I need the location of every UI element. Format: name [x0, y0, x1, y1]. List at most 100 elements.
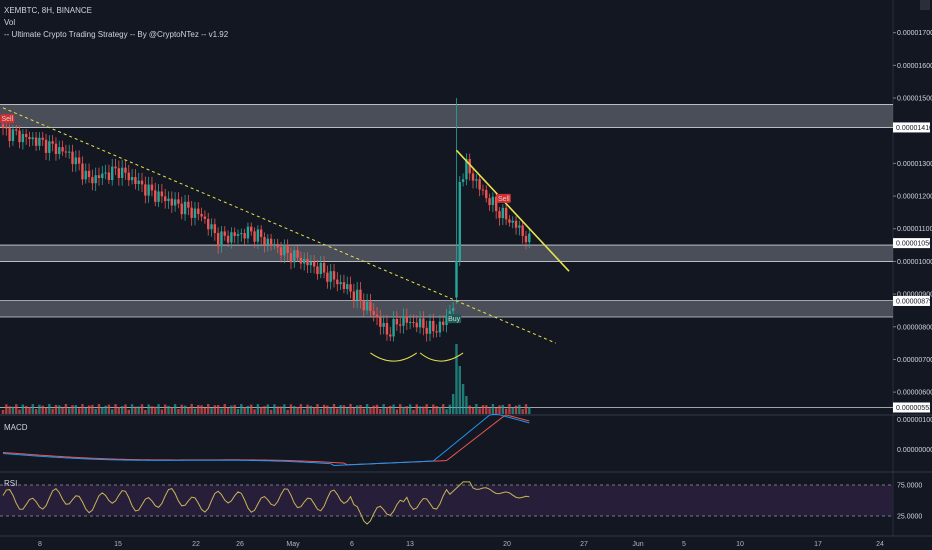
candle-body	[87, 170, 91, 178]
volume-bar	[124, 404, 127, 414]
rsi-axis-label: 75.0000	[897, 483, 922, 490]
volume-bar	[415, 404, 418, 414]
candle-body	[286, 244, 289, 253]
volume-bar	[379, 408, 382, 414]
candle-body	[524, 235, 528, 243]
candle-body	[58, 147, 61, 155]
candle-body	[309, 261, 313, 266]
volume-bar	[11, 406, 15, 414]
candle-body	[233, 232, 236, 236]
volume-bar	[445, 409, 448, 414]
volume-bar	[399, 404, 402, 414]
price-label-box	[893, 238, 930, 249]
candle-body	[134, 177, 137, 184]
candle-body	[210, 224, 213, 230]
volume-bar	[432, 404, 435, 414]
volume-bar	[226, 407, 230, 414]
price-tick-label: 0.00000800	[897, 324, 932, 331]
volume-bar	[501, 404, 505, 414]
candle-body	[279, 247, 283, 256]
candle-body	[336, 279, 339, 285]
volume-bar	[18, 409, 21, 414]
candle-body	[392, 318, 395, 337]
volume-bar	[177, 408, 180, 414]
candle-body	[24, 133, 28, 137]
candle-body	[455, 260, 458, 298]
volume-bar	[465, 396, 468, 414]
price-tick-label: 0.00001500	[897, 96, 932, 103]
candle-body	[38, 137, 41, 146]
volume-bar	[339, 405, 342, 414]
volume-bar	[38, 404, 41, 414]
candle-body	[405, 316, 409, 323]
volume-bar	[468, 405, 471, 414]
candle-body	[31, 137, 34, 140]
volume-bar	[332, 404, 336, 414]
volume-bar	[481, 405, 485, 414]
volume-bar	[44, 407, 48, 414]
candle-body	[422, 318, 425, 328]
candle-body	[193, 208, 197, 218]
volume-bar	[130, 404, 134, 414]
volume-bar	[117, 406, 121, 414]
candle-body	[111, 166, 114, 181]
candle-body	[299, 257, 303, 264]
price-tick-label: 0.00001600	[897, 63, 932, 70]
candle-body	[352, 291, 356, 301]
time-tick-label: 24	[876, 541, 884, 548]
candle-body	[91, 177, 94, 184]
candle-body	[412, 321, 415, 323]
time-tick-label: 6	[350, 541, 354, 548]
candle-body	[471, 173, 475, 181]
volume-bar	[87, 405, 91, 414]
candle-body	[61, 147, 64, 152]
volume-bar	[326, 405, 329, 414]
candle-body	[117, 168, 121, 178]
price-tick-label: 0.00000600	[897, 390, 932, 397]
volume-bar	[24, 405, 28, 414]
volume-bar	[395, 409, 399, 414]
candle-body	[494, 196, 498, 212]
candle-body	[203, 216, 207, 219]
settings-icon[interactable]	[920, 0, 930, 10]
candle-body	[266, 238, 269, 245]
volume-bar	[163, 404, 167, 414]
strategy-label: -- Ultimate Crypto Trading Strategy -- B…	[4, 30, 229, 39]
candle-body	[236, 234, 240, 236]
candle-body	[140, 180, 144, 185]
volume-bar	[170, 407, 174, 414]
candle-body	[372, 311, 375, 315]
time-tick-label: 17	[814, 541, 822, 548]
candle-body	[382, 322, 385, 327]
volume-bar	[488, 408, 491, 414]
volume-bar	[475, 404, 478, 414]
rsi-line	[2, 481, 530, 525]
support-resistance-zone	[0, 300, 893, 317]
trendline-dashed	[2, 107, 556, 344]
price-label-box	[893, 402, 930, 413]
candle-body	[177, 199, 180, 204]
candle-body	[389, 334, 392, 337]
time-tick-label: 20	[503, 541, 511, 548]
candle-body	[485, 189, 488, 199]
volume-bar	[127, 409, 130, 414]
candle-body	[68, 151, 71, 153]
candle-body	[415, 322, 418, 328]
volume-bar	[77, 408, 81, 414]
candle-body	[220, 231, 223, 247]
price-label-box	[893, 122, 930, 133]
volume-bar	[485, 405, 488, 414]
volume-bar	[236, 408, 240, 414]
candle-body	[44, 139, 48, 153]
volume-bar	[240, 404, 243, 414]
volume-bar	[34, 409, 38, 414]
volume-bar	[263, 406, 266, 414]
volume-bar	[306, 404, 309, 414]
candle-body	[137, 180, 140, 184]
volume-bar	[418, 406, 422, 414]
candle-body	[438, 321, 442, 333]
volume-bar	[442, 404, 445, 414]
volume-bar	[329, 407, 332, 414]
volume-label: Vol	[4, 18, 16, 27]
